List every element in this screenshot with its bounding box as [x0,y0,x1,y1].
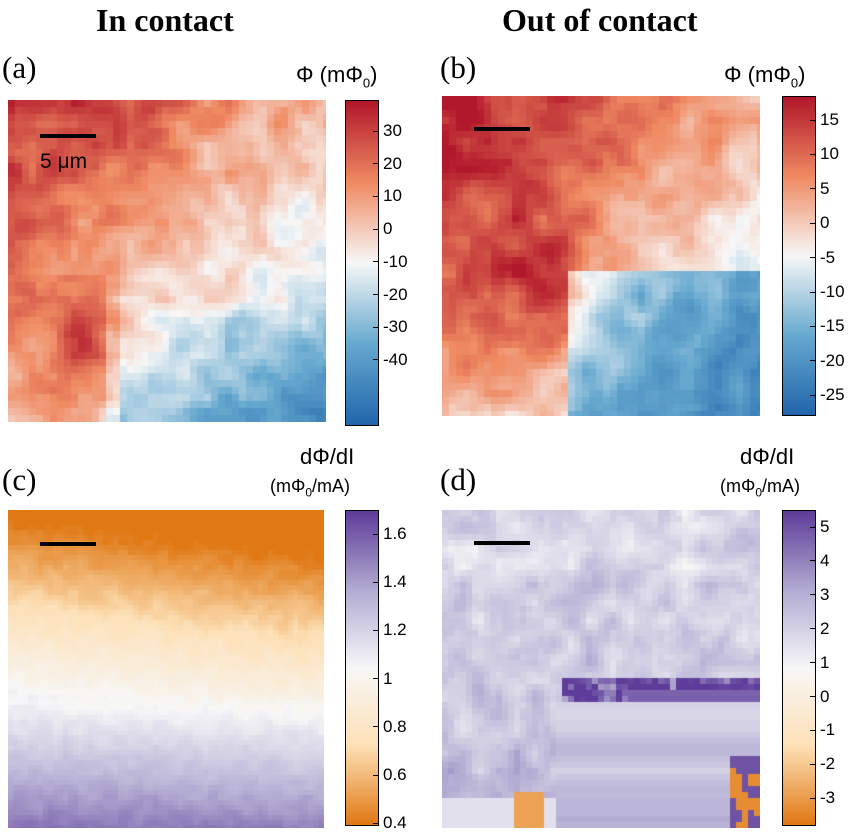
colorbar-tick-label: -3 [820,788,836,808]
colorbar-tick-mark [373,261,379,263]
colorbar-tick-mark [373,359,379,361]
panel-c-label: (c) [2,462,37,497]
colorbar-tick-mark [810,797,816,799]
colorbar-tick-mark [373,581,379,583]
colorbar-tick-mark [373,822,379,824]
panel-a-colorbar [345,100,379,426]
colorbar-tick-label: 1.4 [383,572,407,592]
colorbar-tick-label: 1.2 [383,620,407,640]
colorbar-tick-label: 0.6 [383,765,407,784]
colorbar-tick-label: 10 [383,186,402,206]
colorbar-tick-label: 0 [820,213,830,233]
colorbar-tick-mark [810,526,816,528]
colorbar-tick-mark [810,360,816,362]
colorbar-tick-mark [810,222,816,224]
panel-a-flux-map [8,100,326,422]
panel-a-scale-bar-label: 5 μm [40,150,88,173]
colorbar-tick-mark [810,188,816,190]
colorbar-tick-label: 20 [383,153,402,173]
panel-c-colorbar-title: dΦ/dI [300,444,355,469]
colorbar-tick-mark [373,678,379,680]
colorbar-tick-mark [810,291,816,293]
colorbar-tick-label: -30 [383,317,408,337]
colorbar-tick-mark [810,153,816,155]
colorbar-tick-mark [373,228,379,230]
panel-c-scale-bar [40,542,96,546]
colorbar-tick-label: -10 [820,282,845,301]
colorbar-tick-label: 3 [820,584,830,604]
colorbar-tick-label: 4 [820,550,830,570]
colorbar-tick-label: -15 [820,316,845,336]
colorbar-tick-label: 1.6 [383,524,407,543]
colorbar-tick-label: -40 [383,349,408,369]
colorbar-tick-label: 0.8 [383,716,407,736]
colorbar-tick-mark [373,726,379,728]
colorbar-tick-label: -10 [383,251,408,271]
colorbar-tick-label: 5 [820,517,830,536]
panel-d-scale-bar [474,541,530,545]
colorbar-tick-label: 2 [820,618,830,638]
colorbar-tick-mark [373,629,379,631]
panel-d-colorbar [782,510,816,826]
panel-d-colorbar-title: dΦ/dI [740,444,795,469]
colorbar-tick-mark [373,326,379,328]
colorbar-tick-label: 0 [383,219,393,239]
heading-in-contact: In contact [96,2,234,38]
colorbar-tick-mark [810,729,816,731]
panel-d-response-map [442,510,760,828]
panel-b-colorbar-title: Φ (mΦ0) [724,62,806,91]
heading-out-of-contact: Out of contact [502,2,698,38]
panel-c-colorbar [345,510,379,826]
colorbar-tick-mark [810,560,816,562]
colorbar-tick-mark [810,696,816,697]
panel-d-colorbar-units: (mΦ0/mA) [720,476,801,500]
colorbar-tick-mark [810,325,816,327]
colorbar-tick-mark [810,763,816,765]
colorbar-tick-mark [810,628,816,630]
colorbar-tick-label: 15 [820,110,839,129]
panel-b-flux-map [442,96,760,416]
colorbar-tick-label: 1 [820,652,830,672]
colorbar-tick-label: -2 [820,754,836,774]
panel-b-label: (b) [440,50,477,85]
colorbar-tick-label: 0.4 [383,813,407,833]
panel-c-response-map [8,510,324,828]
colorbar-tick-mark [810,594,816,596]
panel-d-label: (d) [440,462,477,497]
panel-a-colorbar-title: Φ (mΦ0) [296,62,378,91]
colorbar-tick-label: -25 [820,385,845,405]
colorbar-tick-label: -20 [383,284,408,304]
colorbar-tick-label: -5 [820,247,836,267]
colorbar-tick-label: 1 [383,668,393,688]
colorbar-tick-mark [373,130,379,132]
colorbar-tick-mark [373,163,379,165]
colorbar-tick-mark [373,533,379,535]
panel-a-scale-bar [40,134,96,138]
colorbar-tick-label: -1 [820,720,836,740]
colorbar-tick-mark [810,394,816,396]
colorbar-tick-label: 30 [383,121,402,140]
colorbar-tick-mark [373,294,379,295]
colorbar-tick-label: -20 [820,350,845,370]
panel-a-label: (a) [2,50,37,85]
colorbar-tick-mark [373,774,379,776]
colorbar-tick-label: 0 [820,686,830,706]
colorbar-tick-mark [810,257,816,259]
panel-b-colorbar [782,96,816,416]
panel-b-scale-bar [474,127,530,131]
panel-c-colorbar-units: (mΦ0/mA) [270,476,351,500]
colorbar-tick-label: 10 [820,144,839,164]
colorbar-tick-label: 5 [820,178,830,198]
colorbar-tick-mark [810,119,816,121]
colorbar-tick-mark [810,662,816,664]
colorbar-tick-mark [373,195,379,197]
